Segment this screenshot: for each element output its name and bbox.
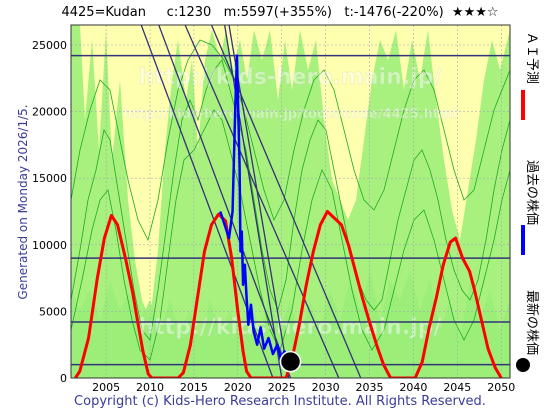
legend-ai-forecast: ＡＩ予測: [521, 32, 539, 120]
y-tick-label: 0: [60, 372, 67, 385]
watermark-3: http://kids-hero.main.jp/: [138, 315, 442, 340]
legend-latest-price-label: 最新の株価: [524, 290, 540, 355]
x-tick-label: 2045: [443, 381, 471, 394]
trend-line: [184, 25, 340, 378]
trend-line: [224, 25, 283, 378]
x-tick-label: 2040: [399, 381, 427, 394]
green-band: [71, 25, 510, 378]
grid: [71, 25, 510, 379]
x-tick-label: 2005: [92, 381, 120, 394]
trend-line: [140, 25, 274, 378]
forecast-bands: [71, 25, 510, 378]
legend-latest-price: 最新の株価: [516, 290, 540, 372]
ai-forecast-line: [74, 209, 503, 378]
x-tick-label: 2035: [356, 381, 384, 394]
trend-line: [158, 25, 292, 378]
x-axis: 2005 2010 2015 2020 2025 2030 2035 2040 2045 2050: [92, 381, 515, 394]
y-axis: 0 5000 10000 15000 20000 25000: [32, 39, 67, 385]
green-band-lower: [71, 270, 510, 378]
x-tick-label: 2030: [312, 381, 340, 394]
y-tick-label: 25000: [32, 39, 67, 52]
generated-date-label: Generated on Monday 2026/1/5.: [16, 104, 30, 299]
chart-title: 4425=Kudan c:1230 m:5597(+355%) t:-1476(…: [61, 5, 499, 20]
x-tick-label: 2015: [180, 381, 208, 394]
legend-past-price: 過去の株価: [521, 160, 539, 255]
y-tick-label: 15000: [32, 172, 67, 185]
past-price-line: [219, 54, 290, 361]
legend-ai-forecast-label: ＡＩ予測: [524, 32, 539, 84]
legend-past-price-swatch: [521, 225, 525, 255]
legend-ai-forecast-swatch: [521, 90, 525, 120]
y-tick-label: 10000: [32, 239, 67, 252]
latest-price-marker: [279, 350, 302, 373]
copyright: Copyright (c) Kids-Hero Research Institu…: [74, 394, 486, 409]
x-tick-label: 2025: [268, 381, 296, 394]
y-tick-label: 5000: [39, 305, 67, 318]
green-band-line-1: [71, 59, 510, 341]
x-tick-label: 2050: [487, 381, 515, 394]
x-tick-label: 2020: [224, 381, 252, 394]
legend-past-price-label: 過去の株価: [524, 160, 539, 225]
trend-line: [228, 25, 290, 378]
series: [74, 54, 503, 378]
watermark-2: http://kids-hero.main.jp/tools/code/4425…: [123, 107, 457, 122]
legend: ＡＩ予測 過去の株価 最新の株価: [516, 32, 540, 372]
x-tick-label: 2010: [136, 381, 164, 394]
legend-latest-price-marker: [516, 358, 530, 372]
green-band-line-3: [71, 39, 510, 242]
y-tick-label: 20000: [32, 106, 67, 119]
watermarks: http://kids-hero.main.jp/ http://kids-he…: [123, 65, 458, 341]
plot-frame: [70, 24, 511, 379]
watermark-1: http://kids-hero.main.jp/: [138, 65, 442, 90]
